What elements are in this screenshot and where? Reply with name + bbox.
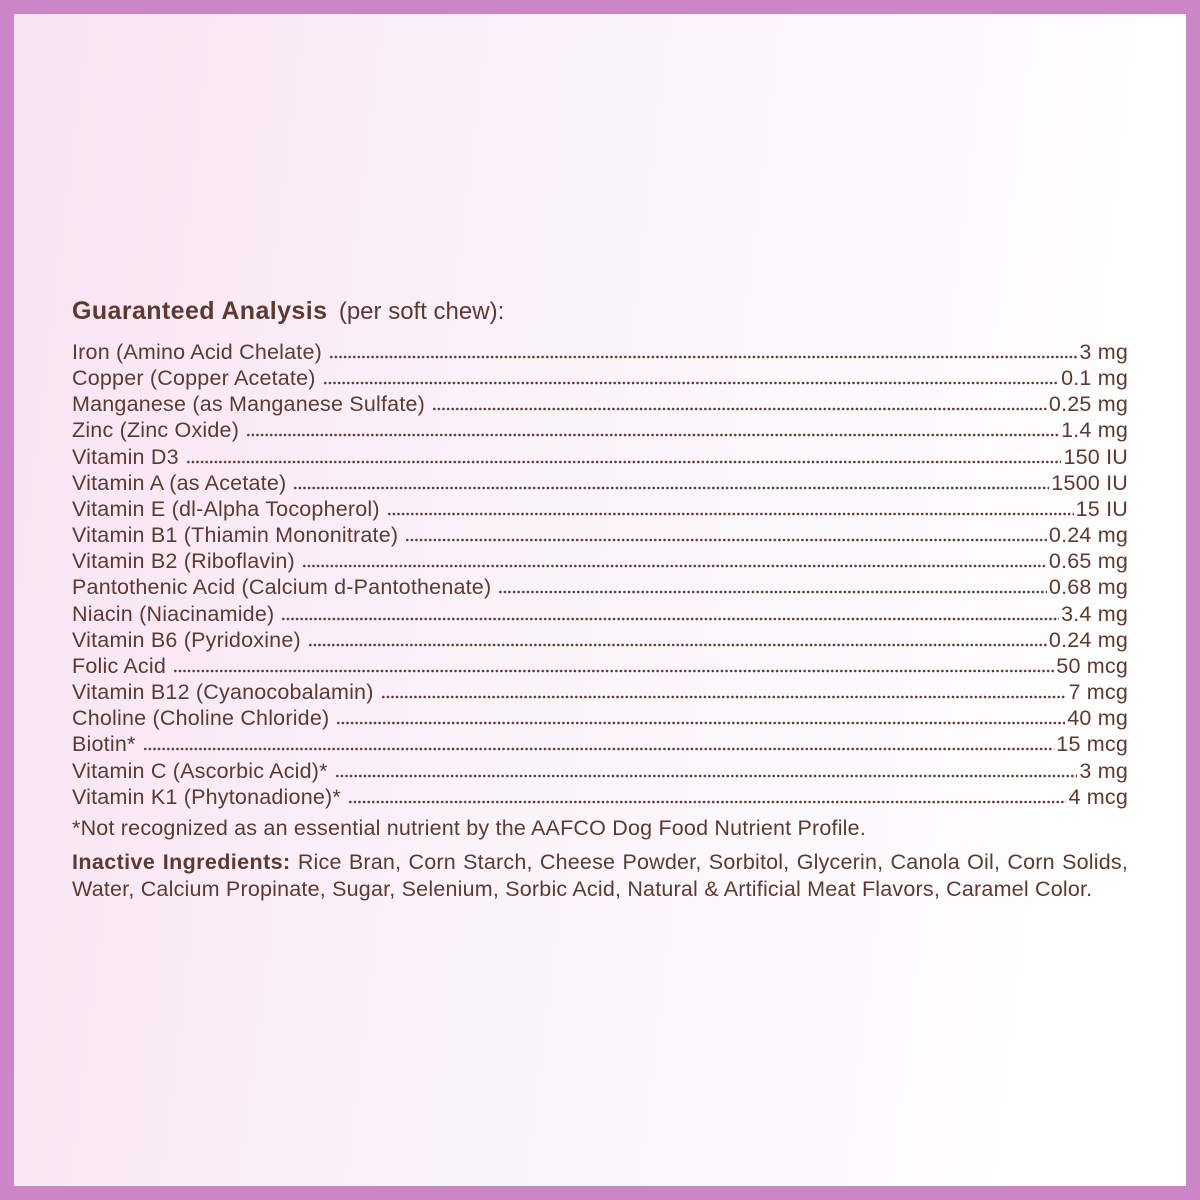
row-value: 1500 IU <box>1051 470 1128 495</box>
section-title: Guaranteed Analysis (per soft chew): <box>72 296 1128 330</box>
per-soft-chew-note: (per soft chew): <box>338 298 505 325</box>
table-row: Vitamin D3 150 IU <box>72 444 1128 470</box>
row-value: 0.65 mg <box>1048 549 1128 574</box>
aafco-footnote: *Not recognized as an essential nutrient… <box>72 815 866 840</box>
row-value: 3 mg <box>1079 758 1128 783</box>
row-value: 3 mg <box>1079 340 1128 364</box>
inactive-ingredients-line1: Inactive Ingredients: Rice Bran, Corn St… <box>72 849 1128 876</box>
dotted-leader <box>334 773 1078 778</box>
dotted-leader <box>405 538 1047 543</box>
table-row: Vitamin B12 (Cyanocobalamin) 7 mcg <box>72 679 1128 705</box>
row-nutrient: Iron (Amino Acid Chelate) <box>72 340 322 364</box>
row-nutrient: Manganese (as Manganese Sulfate) <box>72 392 426 417</box>
guaranteed-analysis-heading: Guaranteed Analysis <box>72 297 328 325</box>
row-value: 0.24 mg <box>1048 627 1128 652</box>
dotted-leader <box>380 695 1067 700</box>
row-nutrient: Biotin* <box>72 732 136 757</box>
table-row: Folic Acid 50 mcg <box>72 653 1128 679</box>
row-nutrient: Niacin (Niacinamide) <box>72 601 275 626</box>
analysis-rows: Iron (Amino Acid Chelate) 3 mg Copper (C… <box>72 339 1128 810</box>
table-row: Iron (Amino Acid Chelate) 3 mg <box>72 339 1128 365</box>
row-nutrient: Zinc (Zinc Oxide) <box>72 418 240 443</box>
row-nutrient: Vitamin B6 (Pyridoxine) <box>72 627 301 652</box>
table-row: Pantothenic Acid (Calcium d-Pantothenate… <box>72 574 1128 600</box>
row-value: 0.1 mg <box>1061 366 1128 391</box>
dotted-leader <box>246 433 1060 438</box>
dotted-leader <box>173 668 1055 673</box>
dotted-leader <box>328 355 1078 359</box>
row-nutrient: Choline (Choline Chloride) <box>72 706 330 731</box>
table-row: Biotin* 15 mcg <box>72 731 1128 757</box>
row-value: 15 IU <box>1075 496 1128 521</box>
row-value: 0.24 mg <box>1048 523 1128 548</box>
row-value: 7 mcg <box>1068 680 1128 705</box>
dotted-leader <box>301 564 1047 569</box>
table-row: Vitamin B2 (Riboflavin) 0.65 mg <box>72 548 1128 574</box>
row-nutrient: Vitamin B2 (Riboflavin) <box>72 549 295 574</box>
inactive-ingredients: Inactive Ingredients: Rice Bran, Corn St… <box>72 849 1128 903</box>
dotted-leader <box>307 642 1047 647</box>
table-row: Vitamin E (dl-Alpha Tocopherol) 15 IU <box>72 496 1128 522</box>
row-nutrient: Vitamin A (as Acetate) <box>72 470 287 495</box>
row-nutrient: Vitamin C (Ascorbic Acid)* <box>72 758 328 783</box>
row-nutrient: Vitamin K1 (Phytonadione)* <box>72 784 341 809</box>
row-value: 3.4 mg <box>1061 601 1128 626</box>
row-value: 50 mcg <box>1056 653 1128 678</box>
table-row: Vitamin C (Ascorbic Acid)* 3 mg <box>72 758 1128 784</box>
dotted-leader <box>347 799 1067 804</box>
row-value: 15 mcg <box>1056 732 1128 757</box>
inactive-ingredients-heading: Inactive Ingredients: <box>72 849 291 874</box>
table-row: Copper (Copper Acetate) 0.1 mg <box>72 365 1128 391</box>
row-nutrient: Folic Acid <box>72 653 167 678</box>
row-nutrient: Vitamin E (dl-Alpha Tocopherol) <box>72 496 380 521</box>
table-row: Zinc (Zinc Oxide) 1.4 mg <box>72 417 1128 443</box>
dotted-leader <box>498 590 1047 595</box>
table-row: Vitamin B1 (Thiamin Mononitrate) 0.24 mg <box>72 522 1128 548</box>
dotted-leader <box>336 721 1066 726</box>
row-value: 150 IU <box>1063 444 1128 469</box>
dotted-leader <box>293 485 1050 490</box>
row-value: 4 mcg <box>1068 784 1128 809</box>
table-row: Vitamin B6 (Pyridoxine) 0.24 mg <box>72 627 1128 653</box>
inactive-ingredients-text: Rice Bran, Corn Starch, Cheese Powder, S… <box>297 849 1128 874</box>
dotted-leader <box>281 616 1060 621</box>
table-row: Niacin (Niacinamide) 3.4 mg <box>72 601 1128 627</box>
dotted-leader <box>386 511 1074 516</box>
row-nutrient: Copper (Copper Acetate) <box>72 366 316 391</box>
table-row: Manganese (as Manganese Sulfate) 0.25 mg <box>72 391 1128 417</box>
row-nutrient: Vitamin B12 (Cyanocobalamin) <box>72 680 374 705</box>
dotted-leader <box>185 459 1062 464</box>
label-content: Guaranteed Analysis (per soft chew): Iro… <box>14 14 1186 903</box>
dotted-leader <box>322 381 1060 386</box>
table-row: Choline (Choline Chloride) 40 mg <box>72 705 1128 731</box>
row-value: 0.68 mg <box>1048 575 1128 600</box>
dotted-leader <box>142 747 1055 752</box>
table-row: Vitamin K1 (Phytonadione)* 4 mcg <box>72 784 1128 810</box>
row-value: 40 mg <box>1067 706 1128 731</box>
row-nutrient: Pantothenic Acid (Calcium d-Pantothenate… <box>72 575 492 600</box>
row-value: 0.25 mg <box>1048 392 1128 417</box>
row-nutrient: Vitamin B1 (Thiamin Mononitrate) <box>72 523 399 548</box>
row-value: 1.4 mg <box>1061 418 1128 443</box>
dotted-leader <box>432 407 1047 412</box>
table-row: Vitamin A (as Acetate) 1500 IU <box>72 470 1128 496</box>
inactive-ingredients-line2: Water, Calcium Propinate, Sugar, Seleniu… <box>72 876 1093 901</box>
row-nutrient: Vitamin D3 <box>72 444 179 469</box>
